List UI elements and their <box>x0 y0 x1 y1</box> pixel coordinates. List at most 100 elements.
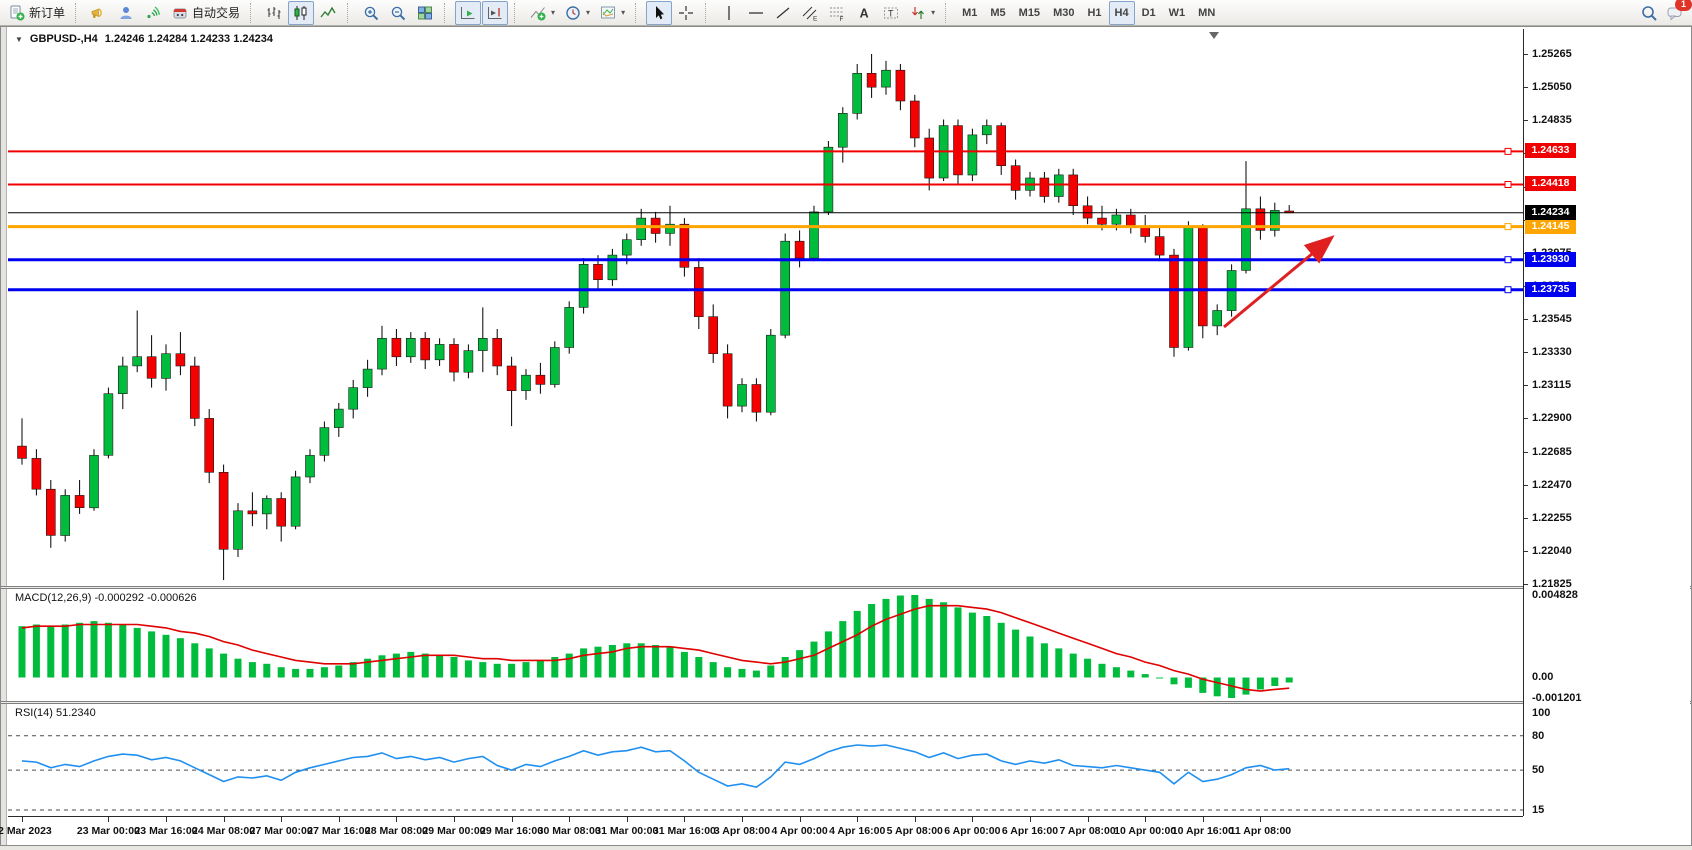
vertical-line-tool-button[interactable] <box>716 1 742 25</box>
timeframe-m15-button[interactable]: M15 <box>1018 6 1041 19</box>
chat-button[interactable]: 1 <box>1662 0 1692 25</box>
price-tick-mark <box>1524 418 1528 420</box>
chart-shift-button[interactable] <box>482 0 509 25</box>
auto-scroll-button[interactable] <box>455 0 482 25</box>
symbol-period-label: GBPUSD-,H4 <box>29 33 98 45</box>
fibonacci-tool-button[interactable]: F <box>824 1 850 25</box>
time-axis-label: 28 Mar 08:00 <box>364 825 428 837</box>
price-chart-panel[interactable]: ▼ GBPUSD-,H4 1.24246 1.24284 1.24233 1.2… <box>8 29 1523 586</box>
new-order-button[interactable]: 新订单 <box>4 1 69 25</box>
price-tick-mark <box>1524 451 1528 453</box>
one-click-trading-dropdown-icon[interactable]: ▼ <box>15 34 23 44</box>
time-axis-label: 5 Apr 08:00 <box>886 825 943 837</box>
macd-axis-label: 0.004828 <box>1532 589 1578 601</box>
time-axis-label: 23 Mar 00:00 <box>76 825 140 837</box>
line-chart-button[interactable] <box>315 1 341 25</box>
price-tick-mark <box>1524 120 1528 122</box>
arrows-caret-icon: ▾ <box>931 8 936 17</box>
timeframe-m5-button[interactable]: M5 <box>990 6 1006 19</box>
rsi-panel[interactable]: RSI(14) 51.2340 <box>8 704 1523 816</box>
signals-button[interactable] <box>140 1 166 25</box>
zoom-out-button[interactable] <box>385 1 411 25</box>
price-tick-mark <box>1524 87 1528 89</box>
horizontal-line-tool-button[interactable] <box>743 1 769 25</box>
timeframe-m1-button[interactable]: M1 <box>962 6 978 19</box>
equidistant-channel-icon: E <box>802 6 818 22</box>
price-tick-mark <box>1524 319 1528 320</box>
templates-button[interactable]: ▾ <box>595 1 629 25</box>
timeframe-d1-button[interactable]: D1 <box>1141 6 1156 19</box>
timeframe-h1-button[interactable]: H1 <box>1087 6 1102 19</box>
cursor-tool-button[interactable] <box>646 0 673 25</box>
time-axis-label: 22 Mar 2023 <box>0 825 52 837</box>
time-axis-label: 29 Mar 00:00 <box>422 825 486 837</box>
line-chart-icon <box>320 6 336 17</box>
panel-splitter[interactable] <box>1 586 1691 589</box>
autotrading-button[interactable]: 自动交易 <box>167 1 244 25</box>
time-tick-mark <box>1145 817 1147 822</box>
new-order-label: 新订单 <box>29 6 66 20</box>
text-tool-button[interactable]: A <box>851 1 877 25</box>
periods-button[interactable]: ▾ <box>560 1 594 25</box>
indicators-icon <box>530 6 546 20</box>
rsi-label: RSI(14) 51.2340 <box>15 707 96 719</box>
price-level-tag: 1.23930 <box>1525 251 1576 267</box>
templates-caret-icon: ▾ <box>621 8 626 17</box>
tile-windows-icon <box>418 6 433 19</box>
trendline-icon <box>776 7 790 18</box>
candlestick-chart-canvas[interactable] <box>8 29 1523 586</box>
timeframe-m30-button[interactable]: M30 <box>1053 6 1075 19</box>
bid-price-tag: 1.24234 <box>1525 204 1576 220</box>
price-level-tag: 1.24633 <box>1525 143 1576 159</box>
search-button[interactable] <box>1636 1 1662 25</box>
indicators-button[interactable]: ▾ <box>525 1 559 25</box>
timeframe-mn-button[interactable]: MN <box>1198 6 1216 19</box>
price-level-tag: 1.23735 <box>1525 281 1576 297</box>
price-tick-label: 1.21825 <box>1532 578 1572 590</box>
macd-panel[interactable]: MACD(12,26,9) -0.000292 -0.000626 <box>8 589 1523 701</box>
time-axis-label: 31 Mar 16:00 <box>652 825 716 837</box>
price-tick-mark <box>1524 584 1528 585</box>
arrows-tool-button[interactable]: ▾ <box>905 1 939 25</box>
toolbar-separator <box>444 2 451 23</box>
text-label-tool-button[interactable]: T <box>878 1 904 25</box>
tile-windows-button[interactable] <box>412 1 438 25</box>
time-axis-label: 30 Mar 08:00 <box>537 825 601 837</box>
search-icon <box>1642 5 1657 21</box>
macd-chart-canvas[interactable] <box>8 589 1523 701</box>
time-axis-label: 4 Apr 16:00 <box>829 825 886 837</box>
crosshair-tool-button[interactable] <box>673 1 699 25</box>
indicators-caret-icon: ▾ <box>551 8 556 17</box>
toolbar-separator <box>705 2 712 23</box>
price-tick-label: 1.22255 <box>1532 511 1572 524</box>
price-axis[interactable]: 1.252651.250501.248351.246201.244051.241… <box>1523 29 1690 816</box>
alerts-button[interactable] <box>86 1 112 25</box>
clock-icon <box>566 5 580 20</box>
macd-axis-label: 0.00 <box>1532 671 1554 684</box>
candlestick-chart-icon <box>294 5 307 20</box>
time-tick-mark <box>511 817 513 822</box>
line-anchor-marker <box>1504 223 1512 231</box>
panel-splitter[interactable] <box>1 701 1691 704</box>
candlestick-chart-button[interactable] <box>288 0 315 25</box>
macd-label: MACD(12,26,9) -0.000292 -0.000626 <box>15 592 197 604</box>
macd-signal-line <box>21 604 1290 692</box>
price-tick-label: 1.25050 <box>1532 81 1572 94</box>
time-tick-mark <box>972 817 974 822</box>
trendline-tool-button[interactable] <box>770 1 796 25</box>
timeframe-w1-button[interactable]: W1 <box>1168 6 1186 19</box>
channel-tool-button[interactable]: E <box>797 1 823 25</box>
profile-button[interactable] <box>113 1 139 25</box>
text-tool-icon: A <box>860 6 869 20</box>
ohlc-values: 1.24246 1.24284 1.24233 1.24234 <box>104 33 273 45</box>
rsi-chart-canvas[interactable] <box>8 704 1523 816</box>
timeframe-h4-button[interactable]: H4 <box>1108 0 1135 25</box>
svg-text:F: F <box>840 16 844 22</box>
new-order-icon <box>10 5 25 20</box>
time-tick-mark <box>338 817 340 822</box>
time-tick-mark <box>1260 817 1262 822</box>
bar-chart-button[interactable] <box>261 1 287 25</box>
zoom-in-button[interactable] <box>358 1 384 25</box>
